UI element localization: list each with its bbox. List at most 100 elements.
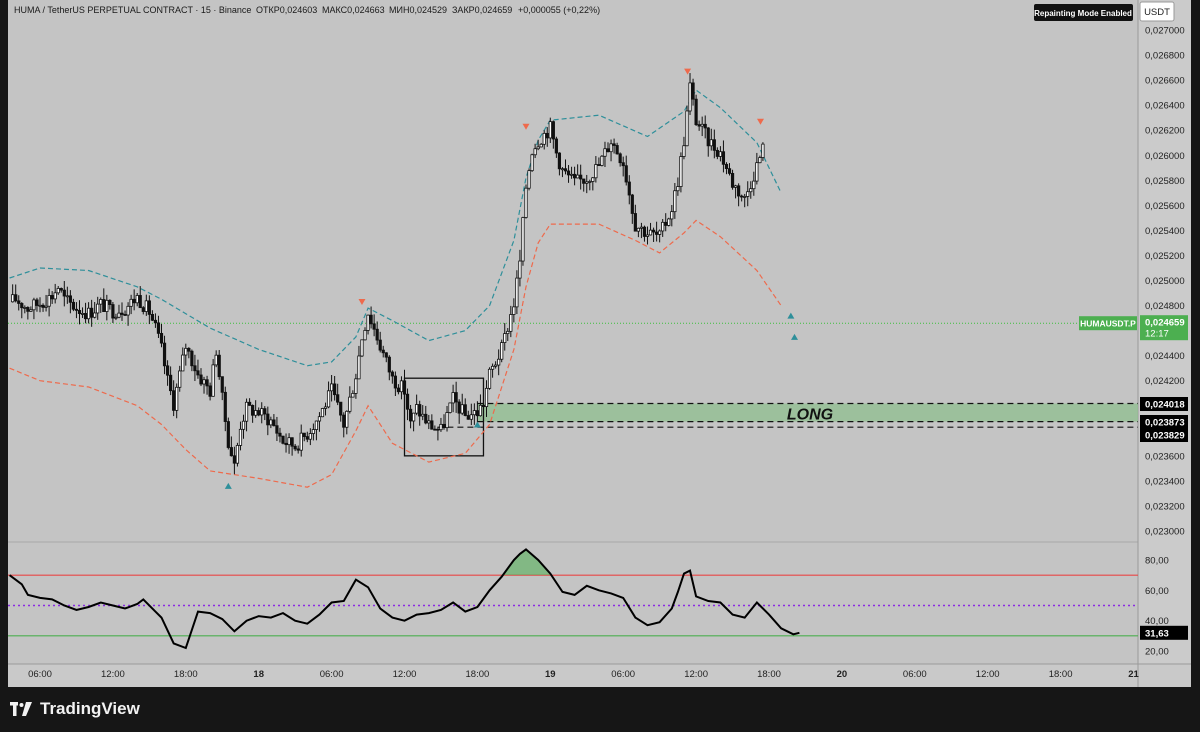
bar-countdown: 12:17 (1145, 329, 1169, 340)
currency-button[interactable] (1139, 1, 1175, 22)
candle-body (554, 138, 558, 154)
buy-signal-marker (791, 333, 799, 340)
repainting-badge[interactable] (1034, 4, 1133, 21)
candle (369, 306, 373, 329)
candle (199, 368, 203, 387)
time-tick-label: 12:00 (393, 669, 417, 680)
time-axis[interactable]: 06:00 12:00 18:00 18 06:00 12:00 18:00 19 06:00 1… (28, 669, 1139, 680)
candle-body (494, 364, 498, 367)
candle (679, 152, 683, 193)
candle-body (563, 168, 568, 172)
candle-body (196, 370, 200, 376)
candle-body (211, 364, 215, 397)
candle-body (521, 217, 525, 262)
candle (375, 321, 379, 345)
candle (29, 306, 33, 312)
candle-body (418, 404, 422, 417)
candle-body (490, 365, 495, 370)
candle-body (399, 380, 404, 393)
sell-signal-marker (358, 299, 366, 306)
candle (727, 163, 732, 176)
candle-body (642, 226, 647, 237)
price-axis[interactable]: 0,027000 0,026800 0,026600 0,026400 0,026200… (1145, 26, 1185, 538)
price-tick-label: 0,025600 (1145, 201, 1185, 212)
candle-body (272, 419, 276, 427)
symbol-title[interactable]: HUMA / TetherUS PERPETUAL CONTRACT · 15 … (14, 5, 251, 15)
candle (591, 177, 595, 191)
price-tick-label: 0,023600 (1145, 451, 1185, 462)
candle (554, 136, 558, 158)
candle-body (226, 421, 230, 448)
candle (472, 403, 476, 425)
candle (582, 178, 586, 192)
candle (308, 428, 312, 446)
candle (169, 366, 173, 396)
candle (712, 129, 716, 159)
candle-body (308, 433, 312, 440)
candle (153, 313, 158, 328)
candle-body (314, 420, 319, 430)
candle (83, 302, 88, 324)
rsi-axis[interactable]: 80,00 60,00 40,00 20,00 31,63 (1140, 556, 1188, 658)
range-box (403, 377, 485, 457)
candle (515, 270, 519, 315)
candle (32, 297, 36, 320)
candle-body (424, 413, 428, 424)
candle (11, 284, 15, 303)
rsi-value-tag (1140, 625, 1188, 640)
candle (196, 359, 200, 379)
candle (257, 407, 261, 417)
candle (141, 306, 145, 315)
candle (47, 288, 51, 317)
candle-body (576, 174, 580, 179)
time-tick-label: 06:00 (611, 669, 635, 680)
candle (688, 73, 692, 115)
candle-body (579, 174, 583, 180)
candle (636, 227, 640, 238)
candle-body (56, 288, 60, 294)
candle (99, 297, 103, 313)
candle (661, 219, 665, 237)
candle (512, 298, 516, 323)
candle-body (503, 333, 507, 343)
candle (393, 371, 397, 397)
candle (494, 361, 498, 369)
candle (521, 216, 525, 266)
candle-body (573, 173, 577, 179)
price-tick-label: 0,024400 (1145, 351, 1185, 362)
candle-body (524, 187, 528, 218)
time-tick-label: 18 (253, 669, 264, 680)
candle-body (566, 170, 571, 176)
time-tick-label: 21 (1128, 669, 1139, 680)
candle (217, 350, 221, 380)
upper-band-line (9, 89, 782, 367)
candle-body (475, 410, 480, 417)
candle (360, 339, 364, 358)
candle-body (655, 231, 659, 235)
candle (90, 299, 94, 327)
candle (284, 433, 288, 453)
candle-body (375, 328, 379, 341)
candle (62, 281, 66, 307)
candle (563, 159, 568, 175)
candle-body (396, 387, 401, 393)
candle (329, 374, 334, 402)
long-zone-layer: LONG (8, 322, 1138, 457)
candle-body (381, 349, 385, 354)
candle (220, 376, 224, 401)
current-price-tag (1140, 315, 1188, 341)
candle (749, 181, 753, 199)
brand-logo[interactable]: TradingView (10, 699, 140, 719)
level-price-tag (1140, 428, 1188, 442)
ohlc-high: МАКС0,024663 (322, 5, 385, 15)
candle-body (679, 156, 683, 187)
level-price-tag (1140, 397, 1188, 411)
candle (755, 152, 759, 185)
candle-body (74, 308, 79, 311)
candle (682, 136, 686, 160)
price-tick-label: 0,025200 (1145, 251, 1185, 262)
candle-body (551, 121, 555, 140)
candle-body (287, 437, 291, 446)
candle-body (390, 371, 394, 377)
